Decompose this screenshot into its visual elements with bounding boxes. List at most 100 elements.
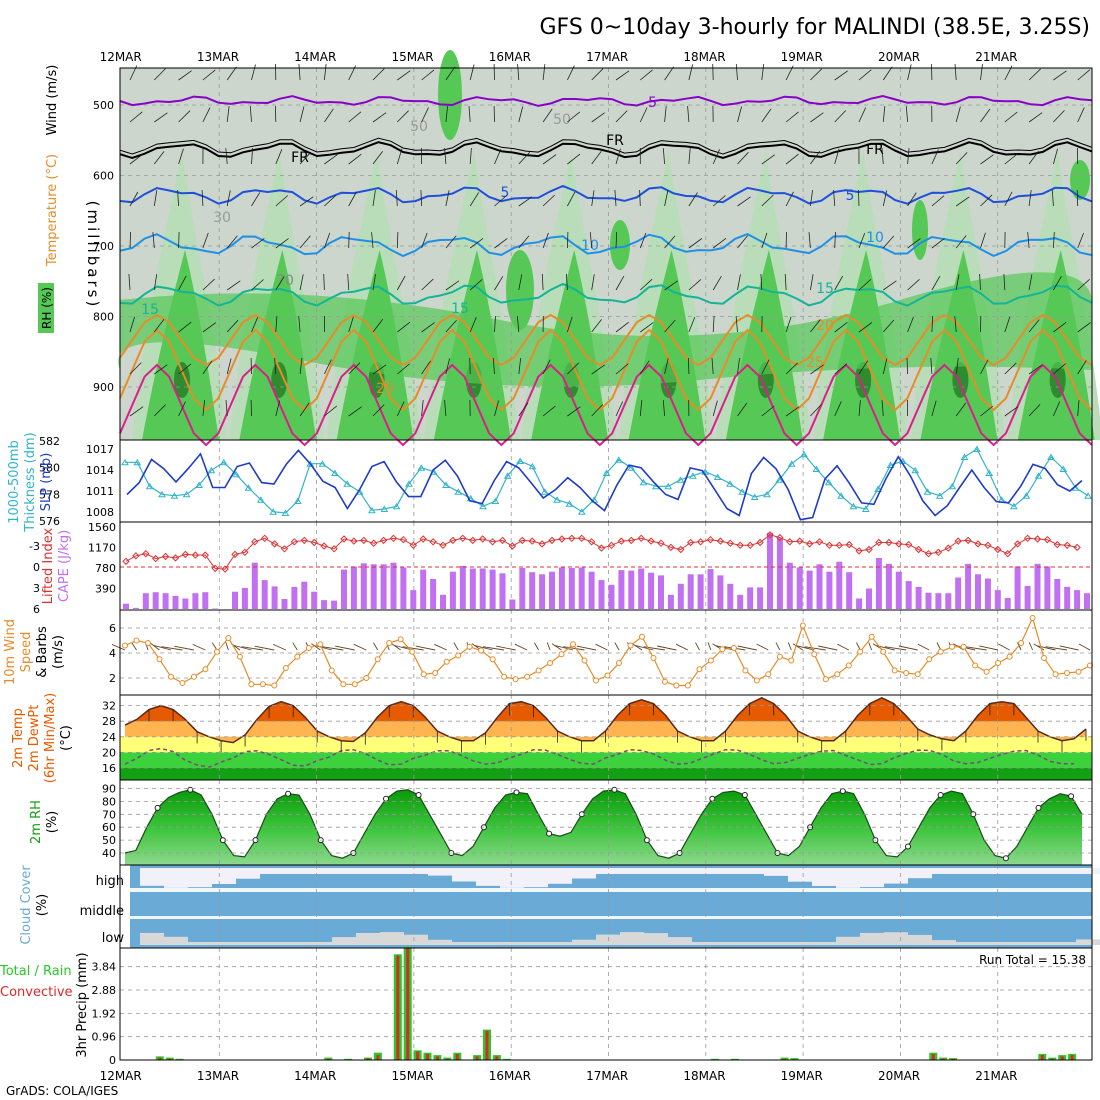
wind-barb: [445, 235, 457, 249]
wind-barb: [1028, 112, 1043, 123]
wind-barb: [445, 66, 456, 81]
lifted-index-point: [726, 539, 735, 547]
wind-speed-point: [236, 653, 243, 660]
cape-bar: [677, 583, 684, 609]
wind-barb: [639, 189, 641, 207]
wind-speed-point: [168, 673, 174, 680]
rh-moist-patch: [506, 250, 534, 330]
wind-barb: [153, 151, 165, 165]
thickness-point: [170, 492, 179, 499]
bottom-date-label: 16MAR: [489, 1069, 531, 1083]
wind-barb: [1028, 319, 1040, 333]
wind-barb: [858, 189, 860, 207]
upper-air-panel: 500 600 700 800 900 -5 FR FR FR 5 5 10 10 15 15 15 20 20 2…: [38, 50, 1100, 447]
thickness-point: [392, 502, 401, 510]
wind-barb: [154, 68, 166, 81]
wind-barb: [298, 316, 301, 333]
t2m-tick-label: 20: [102, 746, 116, 759]
thickness-point: [738, 488, 747, 495]
wind-barb: [785, 191, 794, 207]
wind-barb: [907, 192, 917, 207]
wind-barb: [154, 364, 168, 375]
wind-speed-point: [478, 647, 485, 654]
cape-bar: [400, 567, 407, 609]
wind-barb: [834, 275, 844, 291]
cape-bar: [1044, 566, 1051, 609]
wind-barb: [882, 235, 895, 249]
high-cloud-bar: [788, 868, 812, 882]
precip-total-bar: [502, 1058, 511, 1060]
precip-convective-bar: [366, 1058, 370, 1060]
wind-barb: [298, 63, 301, 81]
low-cloud-bar: [548, 942, 572, 945]
lifted-index-point: [845, 540, 853, 549]
wind-barb: [808, 232, 811, 249]
wind-barb: [1053, 148, 1058, 165]
wind-barb: [348, 191, 357, 207]
lifted-index-point: [389, 534, 398, 543]
wind-barb: [150, 643, 160, 651]
cape-bar: [984, 578, 991, 609]
thickness-point: [726, 480, 734, 487]
wind-barb: [335, 645, 355, 651]
wind-barb: [249, 105, 252, 123]
thickness-point: [874, 485, 882, 492]
wind-barb: [640, 278, 653, 291]
wind-barb: [226, 280, 241, 291]
lifted-index-point: [122, 557, 130, 566]
precip-convective-bar: [1050, 1058, 1054, 1060]
wind-speed-point: [122, 642, 128, 649]
wind-speed-point: [834, 671, 841, 678]
wind-barb: [1053, 110, 1065, 123]
cape-bar: [549, 571, 555, 609]
wind-barb: [1051, 189, 1054, 207]
lifted-index-point: [954, 537, 962, 545]
cape-bar: [449, 571, 456, 609]
lifted-index-point: [280, 545, 289, 553]
wind-barb: [785, 316, 792, 333]
wind-barb: [662, 400, 665, 417]
lifted-index-point: [637, 534, 645, 543]
contour-label: 25: [806, 355, 824, 371]
wind-barb: [518, 274, 523, 291]
lifted-index-point: [201, 551, 210, 559]
precip-convective-bar: [426, 1053, 429, 1060]
low-cloud-bar: [956, 942, 980, 945]
wind-barb: [445, 319, 457, 333]
top-date-label: 13MAR: [197, 50, 239, 64]
wind-speed-point: [156, 656, 163, 663]
low-cloud-bar: [788, 942, 812, 945]
wind-speed-point: [259, 681, 266, 688]
rh-point: [1035, 804, 1042, 811]
wind-speed-point: [581, 657, 588, 664]
wind-barb: [518, 152, 530, 165]
cape-bar: [212, 608, 219, 609]
low-cloud-bar: [596, 934, 620, 945]
lifted-index-point: [657, 539, 665, 547]
axis-label: (m/s): [51, 635, 66, 669]
thickness-point: [886, 461, 895, 468]
low-cloud-bar: [668, 937, 692, 945]
lifted-index-point: [984, 541, 992, 550]
cape-bar: [975, 574, 981, 609]
wind-barb: [632, 643, 643, 651]
wind-barb: [785, 406, 800, 417]
lifted-index-point: [607, 541, 616, 550]
isotherm-line: [119, 233, 1093, 258]
rh-tick-label: 80: [102, 795, 116, 808]
low-cloud-bar: [884, 932, 908, 945]
wind-barb: [591, 274, 595, 291]
cape-bar: [192, 593, 199, 609]
precip-total-bar: [711, 1058, 720, 1060]
wind-barb: [178, 275, 187, 291]
contour-label: 20: [376, 381, 394, 397]
wind-barb: [275, 238, 289, 249]
wind-barb: [868, 642, 873, 651]
lifted-index-point: [587, 538, 596, 546]
cape-bar: [311, 591, 318, 609]
cape-bar: [866, 588, 872, 609]
cape-tick-label: 390: [95, 583, 116, 596]
rh-moist-patch: [610, 220, 630, 270]
t2m-tick-label: 28: [102, 715, 116, 728]
axis-label: 2m Temp: [11, 708, 26, 768]
